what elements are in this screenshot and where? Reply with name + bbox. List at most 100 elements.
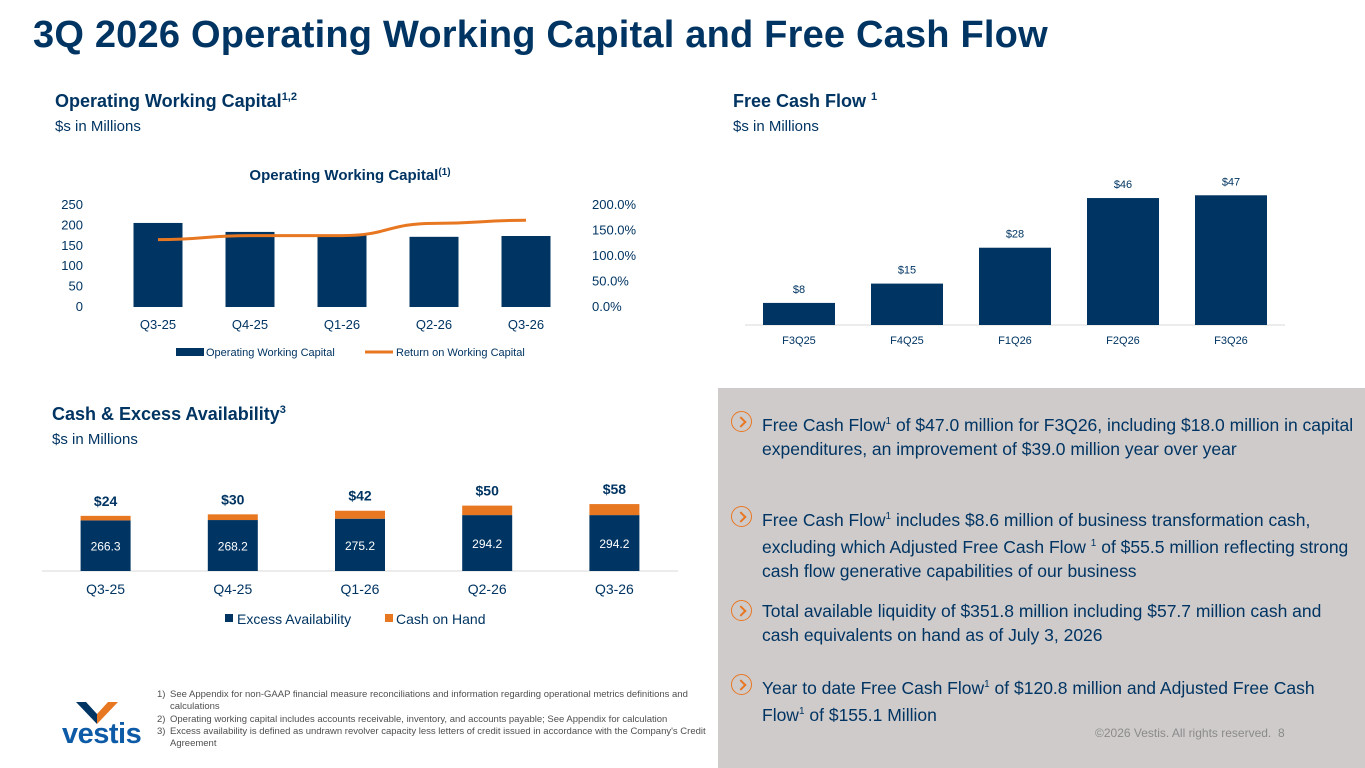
- footnote: 3) Excess availability is defined as undr…: [157, 725, 706, 750]
- owc-legend-label: Return on Working Capital: [396, 347, 525, 359]
- highlight-bullet: Year to date Free Cash Flow1 of $120.8 m…: [731, 673, 1361, 727]
- owc-chart: Operating Working Capital(1) 0 50 100 150 20…: [61, 167, 637, 359]
- cash-bar-excess: [80, 520, 131, 571]
- owc-section-title: Operating Working Capital1,2: [55, 91, 297, 111]
- owc-bar: [133, 222, 183, 307]
- chevron-right-icon: [731, 411, 752, 432]
- owc-y-tick-left: 150: [61, 238, 83, 253]
- fcf-x-tick: F2Q26: [1106, 335, 1140, 347]
- cash-bar-cash: [589, 504, 640, 516]
- logo: vestis: [62, 718, 142, 750]
- owc-y-tick-right: 100.0%: [592, 248, 637, 263]
- cash-bar-cash: [462, 505, 513, 516]
- highlight-bullet: Free Cash Flow1 of $47.0 million for F3Q…: [731, 410, 1361, 461]
- cash-bar-cash: [80, 515, 131, 521]
- logo-mark-icon: [76, 702, 118, 724]
- owc-bar: [501, 236, 551, 307]
- cash-excess-label: 268.2: [218, 540, 248, 554]
- cash-legend-label: Cash on Hand: [396, 611, 486, 627]
- fcf-data-label: $8: [793, 284, 805, 296]
- footnotes: 1) See Appendix for non-GAAP financial me…: [157, 689, 707, 750]
- fcf-data-label: $46: [1114, 179, 1132, 191]
- owc-y-tick-left: 50: [69, 279, 83, 294]
- copyright: ©2026 Vestis. All rights reserved. 8: [1095, 726, 1285, 740]
- fcf-x-tick: F3Q25: [782, 335, 816, 347]
- cash-x-tick: Q2-26: [468, 581, 507, 597]
- fcf-data-label: $15: [898, 265, 916, 277]
- cash-bar-excess: [207, 520, 258, 571]
- highlight-bullet: Total available liquidity of $351.8 mill…: [731, 599, 1361, 647]
- owc-section-subtitle: $s in Millions: [55, 118, 141, 135]
- owc-legend-label: Operating Working Capital: [206, 347, 335, 359]
- page-number: 8: [1277, 726, 1285, 740]
- page-title: 3Q 2026 Operating Working Capital and Fr…: [33, 14, 1048, 56]
- highlight-text: Free Cash Flow1 includes $8.6 million of…: [762, 509, 1349, 581]
- fcf-x-tick: F3Q26: [1214, 335, 1248, 347]
- cash-chart: 266.3 $24 268.2 $30 275.2 $42 294.2 $50 294.2 $58…: [42, 481, 678, 627]
- cash-total-label: $58: [603, 481, 627, 497]
- fcf-x-tick: F1Q26: [998, 335, 1032, 347]
- cash-x-tick: Q3-25: [86, 581, 125, 597]
- fcf-bar: [1087, 198, 1159, 325]
- owc-x-tick: Q1-26: [324, 317, 360, 332]
- owc-x-tick: Q3-26: [508, 317, 544, 332]
- cash-bar-cash: [207, 514, 258, 521]
- owc-legend-swatch: [176, 348, 204, 356]
- cash-legend-swatch: [225, 614, 233, 622]
- cash-excess-label: 294.2: [599, 537, 629, 551]
- fcf-data-label: $28: [1006, 229, 1024, 241]
- cash-total-label: $50: [476, 483, 500, 499]
- owc-x-tick: Q2-26: [416, 317, 452, 332]
- cash-excess-label: 275.2: [345, 539, 375, 553]
- fcf-bar: [871, 283, 943, 325]
- cash-total-label: $30: [221, 491, 245, 507]
- cash-total-label: $42: [348, 488, 372, 504]
- fcf-x-tick: F4Q25: [890, 335, 924, 347]
- cash-total-label: $24: [94, 493, 118, 509]
- chevron-right-icon: [731, 674, 752, 695]
- owc-y-tick-right: 50.0%: [592, 274, 629, 289]
- owc-y-tick-left: 100: [61, 258, 83, 273]
- owc-bar: [317, 235, 367, 307]
- cash-excess-label: 266.3: [91, 540, 121, 554]
- owc-y-tick-right: 150.0%: [592, 223, 637, 238]
- cash-legend-label: Excess Availability: [237, 611, 351, 627]
- owc-x-tick: Q3-25: [140, 317, 176, 332]
- highlights-panel: [718, 388, 1365, 768]
- owc-y-tick-left: 250: [61, 197, 83, 212]
- highlight-text: Free Cash Flow1 of $47.0 million for F3Q…: [762, 414, 1354, 459]
- highlight-text: Total available liquidity of $351.8 mill…: [762, 601, 1322, 645]
- cash-x-tick: Q1-26: [341, 581, 380, 597]
- owc-chart-title: Operating Working Capital(1): [249, 167, 450, 184]
- footnote: 2) Operating working capital includes acc…: [157, 713, 668, 725]
- chevron-right-icon: [731, 600, 752, 621]
- cash-excess-label: 294.2: [472, 537, 502, 551]
- owc-bar: [225, 231, 275, 307]
- fcf-section-subtitle: $s in Millions: [733, 118, 819, 135]
- fcf-data-label: $47: [1222, 176, 1240, 188]
- fcf-chart: $8 $15 $28 $46 $47 F3Q25 F4Q25 F1Q26 F2Q26 F3Q26: [745, 176, 1285, 347]
- cash-bar-excess: [462, 515, 513, 571]
- owc-return-line: [157, 218, 527, 242]
- owc-y-tick-left: 0: [76, 299, 83, 314]
- footnote: 1) See Appendix for non-GAAP financial me…: [157, 689, 688, 713]
- chevron-right-icon: [731, 506, 752, 527]
- cash-bar-cash: [335, 510, 385, 519]
- cash-x-tick: Q4-25: [213, 581, 252, 597]
- fcf-bar: [763, 302, 835, 325]
- highlight-bullet: Free Cash Flow1 includes $8.6 million of…: [731, 505, 1361, 583]
- cash-legend-swatch: [385, 614, 393, 622]
- fcf-bar: [979, 247, 1051, 325]
- fcf-section-title: Free Cash Flow 1: [733, 91, 878, 111]
- owc-y-tick-left: 200: [61, 217, 83, 232]
- owc-y-tick-right: 0.0%: [592, 299, 622, 314]
- cash-bar-excess: [589, 515, 640, 571]
- cash-section-subtitle: $s in Millions: [52, 431, 138, 448]
- owc-bar: [409, 236, 459, 307]
- cash-bar-excess: [335, 518, 385, 571]
- owc-y-tick-right: 200.0%: [592, 197, 637, 212]
- fcf-bar: [1195, 195, 1267, 325]
- cash-section-title: Cash & Excess Availability3: [52, 404, 286, 424]
- cash-x-tick: Q3-26: [595, 581, 634, 597]
- highlight-text: Year to date Free Cash Flow1 of $120.8 m…: [762, 677, 1315, 725]
